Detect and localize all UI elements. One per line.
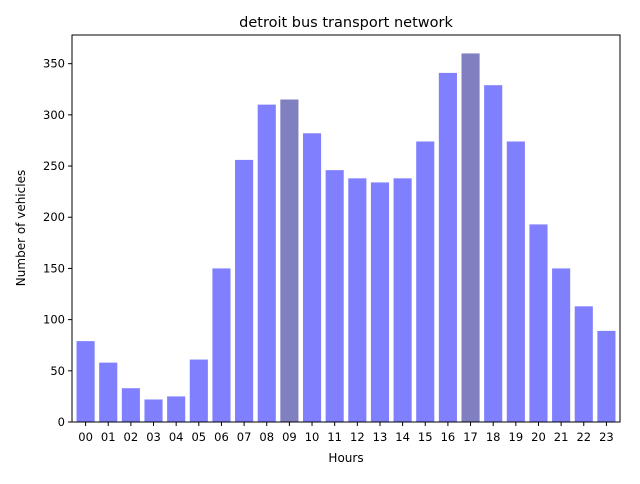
y-tick-label: 350 xyxy=(43,57,65,71)
x-tick-label: 06 xyxy=(214,430,229,444)
y-axis-label: Number of vehicles xyxy=(14,170,28,286)
x-tick-label: 23 xyxy=(599,430,614,444)
x-tick-label: 09 xyxy=(282,430,297,444)
bar-03 xyxy=(144,399,163,422)
x-tick-label: 17 xyxy=(463,430,478,444)
x-tick-label: 21 xyxy=(554,430,569,444)
x-axis-label: Hours xyxy=(328,451,363,465)
bar-17 xyxy=(461,53,480,423)
bars xyxy=(76,53,616,423)
y-tick-label: 250 xyxy=(43,159,65,173)
y-tick-label: 300 xyxy=(43,108,65,122)
plot-frame xyxy=(71,34,621,423)
x-tick-label: 11 xyxy=(327,430,342,444)
bar-10 xyxy=(302,133,322,423)
bar-01 xyxy=(99,362,118,422)
bar-11 xyxy=(325,170,344,422)
x-tick-label: 03 xyxy=(146,430,161,444)
chart-title: detroit bus transport network xyxy=(239,15,453,31)
x-tick-label: 15 xyxy=(418,430,433,444)
y-tick-label: 0 xyxy=(58,415,65,429)
bar-05 xyxy=(189,359,208,422)
x-tick-label: 12 xyxy=(350,430,365,444)
bar-19 xyxy=(506,141,525,423)
x-tick-label: 04 xyxy=(169,430,184,444)
x-tick-label: 16 xyxy=(441,430,456,444)
bar-08 xyxy=(257,104,276,423)
bar-02 xyxy=(121,388,140,422)
x-tick-label: 01 xyxy=(101,430,116,444)
x-tick-label: 19 xyxy=(509,430,524,444)
bar-06 xyxy=(212,268,231,422)
x-tick-label: 07 xyxy=(237,430,252,444)
x-tick-label: 14 xyxy=(395,430,410,444)
y-tick-label: 150 xyxy=(43,261,65,275)
y-axis: 0 50 100 150 200 250 300 350 xyxy=(43,57,72,429)
y-tick-label: 100 xyxy=(43,313,65,327)
x-tick-label: 02 xyxy=(124,430,139,444)
x-tick-label: 08 xyxy=(259,430,274,444)
x-tick-label: 05 xyxy=(191,430,206,444)
bar-16 xyxy=(438,72,457,422)
bar-22 xyxy=(574,306,593,422)
bar-14 xyxy=(393,178,412,422)
x-tick-label: 10 xyxy=(305,430,320,444)
x-tick-label: 20 xyxy=(531,430,546,444)
y-tick-label: 200 xyxy=(43,210,65,224)
bar-18 xyxy=(484,85,503,423)
x-axis: 00 01 02 03 04 05 06 07 08 09 10 11 12 13 14 15 16 17 18 19… xyxy=(78,422,614,444)
bar-00 xyxy=(76,341,95,422)
bar-20 xyxy=(529,224,548,422)
x-tick-label: 18 xyxy=(486,430,501,444)
bar-23 xyxy=(597,330,616,422)
bar-15 xyxy=(416,141,435,423)
x-tick-label: 13 xyxy=(373,430,388,444)
bar-09 xyxy=(280,99,299,422)
bar-12 xyxy=(348,178,367,422)
bar-07 xyxy=(235,159,254,422)
bar-13 xyxy=(370,182,390,422)
x-tick-label: 00 xyxy=(78,430,93,444)
bar-21 xyxy=(552,268,571,422)
y-tick-label: 50 xyxy=(50,364,65,378)
x-tick-label: 22 xyxy=(576,430,591,444)
bar-04 xyxy=(167,396,186,422)
